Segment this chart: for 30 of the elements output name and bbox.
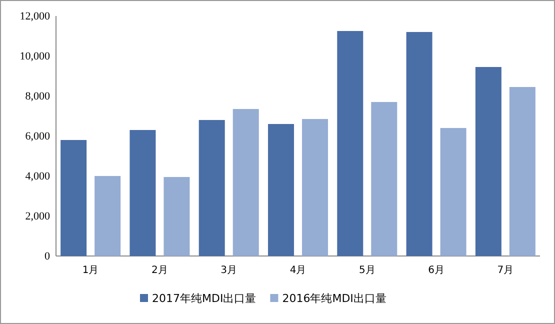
x-tick-label: 6月 (428, 265, 444, 276)
bar (406, 32, 432, 256)
bar (130, 130, 156, 256)
x-tick-label: 4月 (290, 265, 306, 276)
bar (268, 124, 294, 256)
legend-label: 2016年纯MDI出口量 (282, 292, 386, 305)
y-tick-label: 12,000 (20, 10, 50, 23)
x-tick-label: 7月 (497, 265, 514, 276)
x-tick-label: 1月 (82, 265, 99, 276)
y-tick-label: 6,000 (25, 130, 50, 143)
x-tick-label: 3月 (220, 265, 238, 276)
bar (509, 87, 536, 256)
bar (164, 177, 190, 256)
bar (198, 120, 225, 256)
bar (232, 109, 259, 256)
y-tick-label: 0 (44, 250, 50, 263)
y-tick-label: 8,000 (25, 90, 50, 103)
bar (337, 31, 364, 256)
x-tick-label: 5月 (358, 265, 376, 276)
y-tick-label: 10,000 (20, 50, 50, 63)
bar (94, 176, 121, 256)
bar (371, 102, 398, 256)
y-tick-label: 2,000 (25, 210, 50, 223)
bar (440, 128, 466, 256)
bar (60, 140, 87, 256)
y-tick-label: 4,000 (25, 170, 50, 183)
bar (475, 67, 502, 256)
x-tick-label: 2月 (152, 265, 168, 276)
bar (302, 119, 328, 256)
legend-label: 2017年纯MDI出口量 (152, 292, 256, 305)
